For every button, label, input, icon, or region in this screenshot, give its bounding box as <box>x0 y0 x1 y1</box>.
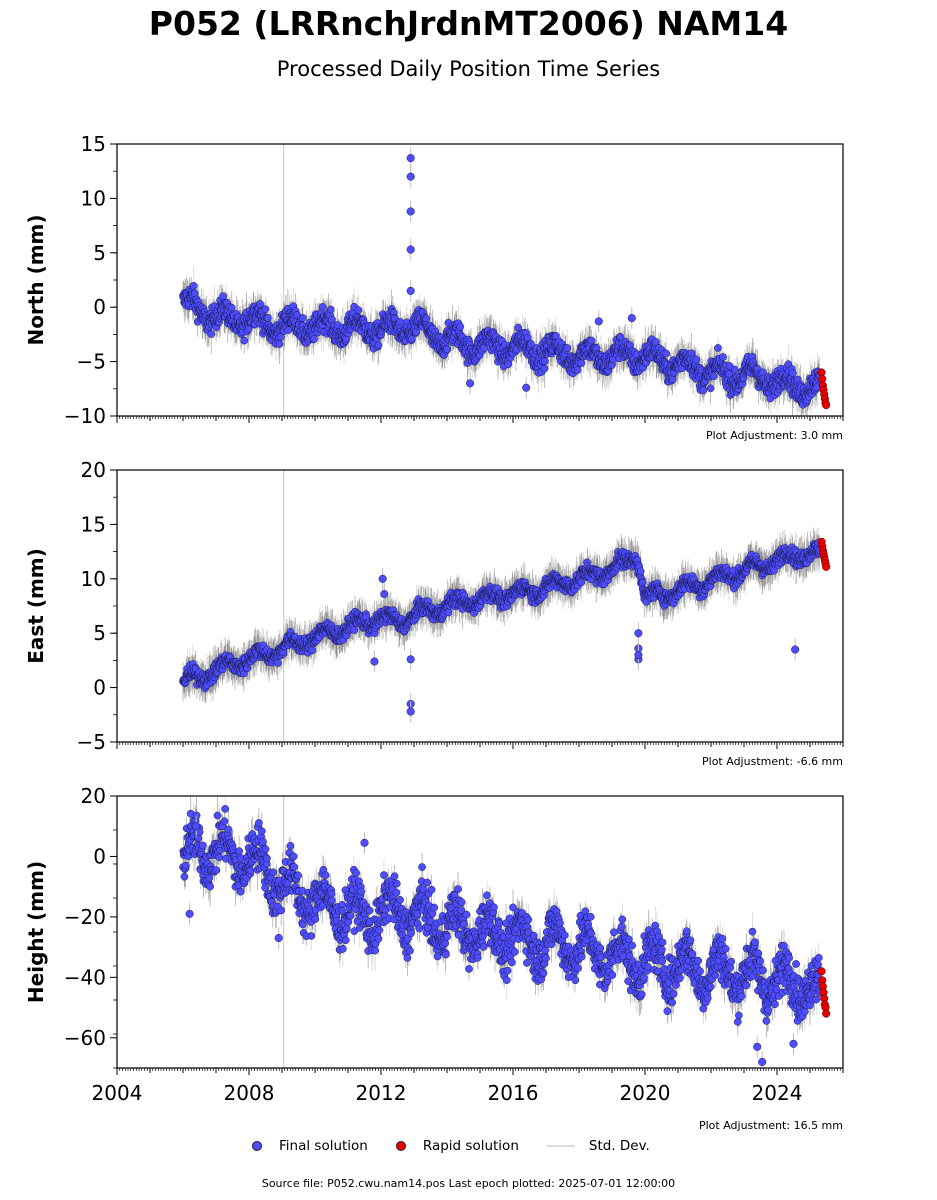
final-point <box>374 341 383 350</box>
north-y-tick-label: 15 <box>81 132 106 156</box>
final-point <box>577 359 586 367</box>
final-outlier-point <box>406 172 415 181</box>
final-point <box>275 340 284 348</box>
final-point <box>310 335 318 343</box>
final-point <box>662 349 671 358</box>
chart-subtitle: Processed Daily Position Time Series <box>276 57 661 81</box>
final-point <box>240 336 249 345</box>
final-outlier-point <box>406 286 415 295</box>
final-point <box>326 305 335 314</box>
final-point <box>523 333 532 342</box>
final-point <box>573 366 582 374</box>
final-point <box>706 384 715 393</box>
final-point <box>788 369 797 377</box>
final-point <box>527 340 535 348</box>
final-point <box>261 305 270 314</box>
final-outlier-point <box>594 317 603 326</box>
final-point <box>407 335 416 343</box>
north-panel: 15 10 5 0 −5 −10 North (mm) <box>24 132 844 428</box>
north-plot-area <box>179 144 831 416</box>
final-point <box>299 314 307 322</box>
north-y-axis-label: North (mm) <box>24 214 48 345</box>
north-y-tick-label: −5 <box>77 350 106 374</box>
final-point <box>563 344 572 352</box>
final-point <box>730 365 739 374</box>
final-point <box>422 314 430 323</box>
final-point <box>692 355 701 364</box>
final-outlier-point <box>522 383 531 392</box>
final-outlier-point <box>466 379 475 388</box>
final-point <box>443 345 451 354</box>
final-point <box>719 353 727 361</box>
final-point <box>504 360 513 369</box>
final-point <box>207 330 216 338</box>
final-point <box>189 281 198 290</box>
final-point <box>541 357 549 366</box>
final-point <box>219 292 227 301</box>
final-point <box>668 375 677 384</box>
final-outlier-point <box>406 154 415 163</box>
final-point <box>587 336 596 345</box>
east-std-dev-bars <box>182 527 820 704</box>
north-y-tick-label: 5 <box>93 241 106 265</box>
rapid-point <box>822 401 831 410</box>
east-plot-area <box>179 470 831 742</box>
final-point <box>552 331 560 340</box>
final-point <box>227 303 236 312</box>
final-outlier-point <box>406 207 415 216</box>
north-y-tick-label: −10 <box>64 404 106 428</box>
final-point <box>709 372 718 381</box>
north-y-tick-label: 10 <box>81 186 106 210</box>
final-point <box>256 300 264 308</box>
final-point <box>699 386 708 395</box>
north-y-tick-label: 0 <box>93 295 106 319</box>
final-point <box>354 306 363 314</box>
final-point <box>263 314 272 322</box>
final-outlier-point <box>627 314 636 323</box>
final-outlier-point <box>406 245 415 254</box>
north-final-points <box>179 281 824 409</box>
chart-title: P052 (LRRnchJrdnMT2006) NAM14 <box>148 4 789 43</box>
final-point <box>540 364 549 373</box>
final-point <box>456 322 465 331</box>
final-point <box>318 303 327 311</box>
final-point <box>714 344 722 352</box>
